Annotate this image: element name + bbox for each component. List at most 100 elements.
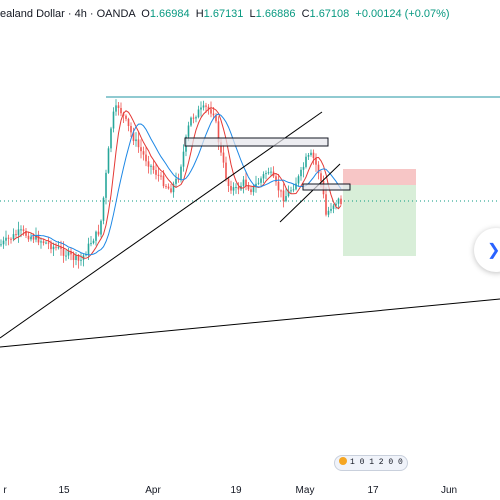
change-value: +0.00124 (+0.07%) bbox=[355, 8, 450, 20]
candle-body bbox=[7, 237, 10, 239]
candle-body bbox=[72, 254, 75, 260]
candle-body bbox=[287, 190, 290, 197]
candle-body bbox=[250, 189, 252, 193]
moving-average-slow bbox=[30, 113, 342, 256]
candle-body bbox=[332, 205, 335, 209]
candle-body bbox=[222, 152, 225, 163]
candle-body bbox=[340, 198, 342, 205]
candle-body bbox=[237, 186, 240, 190]
candle-body bbox=[192, 117, 195, 119]
candle-body bbox=[270, 171, 272, 173]
candle-body bbox=[60, 247, 62, 249]
candle-body bbox=[90, 243, 92, 245]
candle-body bbox=[57, 247, 60, 249]
candle-body bbox=[35, 235, 37, 240]
candle-body bbox=[152, 165, 155, 170]
candle-body bbox=[2, 240, 5, 245]
symbol-legend: ealand Dollar · 4h · OANDA O1.66984 H1.6… bbox=[0, 8, 450, 20]
clock-icon bbox=[339, 457, 347, 465]
candle-body bbox=[100, 220, 102, 235]
chart-canvas[interactable] bbox=[0, 0, 500, 480]
candle-body bbox=[105, 172, 107, 198]
candle-body bbox=[77, 255, 80, 261]
candle-body bbox=[150, 165, 152, 167]
candle-body bbox=[107, 148, 110, 173]
candle-body bbox=[327, 210, 330, 215]
time-axis[interactable]: r 15 Apr 19 May 17 Jun bbox=[0, 480, 500, 500]
candle-body bbox=[277, 181, 280, 191]
candle-body bbox=[290, 190, 292, 192]
candle-body bbox=[320, 173, 322, 181]
low-label: L bbox=[249, 8, 256, 20]
candle-body bbox=[300, 169, 302, 177]
candle-body bbox=[267, 172, 270, 174]
candle-body bbox=[217, 121, 220, 143]
candle-body bbox=[87, 243, 90, 255]
candle-body bbox=[247, 186, 250, 190]
candle-body bbox=[75, 255, 77, 260]
scroll-to-realtime-button[interactable]: ❯ bbox=[474, 228, 500, 272]
candle-body bbox=[182, 151, 185, 167]
candle-body bbox=[50, 243, 52, 250]
candle-body bbox=[10, 238, 12, 240]
candle-body bbox=[302, 166, 305, 170]
candle-body bbox=[255, 183, 257, 187]
candle-body bbox=[232, 187, 235, 191]
candle-body bbox=[125, 115, 127, 119]
candle-body bbox=[177, 178, 180, 180]
candle-body bbox=[305, 156, 307, 167]
candle-body bbox=[70, 251, 72, 255]
candle-body bbox=[135, 139, 137, 142]
candle-body bbox=[315, 158, 317, 165]
candle-body bbox=[132, 132, 135, 142]
candle-body bbox=[37, 235, 40, 243]
candle-body bbox=[187, 125, 190, 137]
candle-body bbox=[312, 152, 315, 159]
candle-body bbox=[262, 174, 265, 179]
candle-body bbox=[0, 244, 2, 246]
candle-body bbox=[112, 111, 115, 129]
candle-body bbox=[12, 234, 15, 240]
candle-body bbox=[242, 179, 245, 186]
candle-body bbox=[292, 189, 295, 191]
candle-body bbox=[162, 175, 165, 187]
candle-body bbox=[335, 203, 337, 206]
candle-body bbox=[110, 128, 112, 149]
chevron-right-icon: ❯ bbox=[487, 242, 500, 259]
candle-body bbox=[265, 173, 267, 175]
candle-body bbox=[317, 164, 320, 174]
candle-body bbox=[140, 147, 142, 152]
candle-body bbox=[195, 117, 197, 119]
candle-body bbox=[200, 107, 202, 110]
candle-body bbox=[65, 255, 67, 257]
candle-body bbox=[127, 118, 130, 126]
candle-body bbox=[117, 105, 120, 108]
candle-body bbox=[245, 179, 247, 187]
candle-body bbox=[227, 178, 230, 186]
candle-body bbox=[275, 176, 277, 182]
candle-body bbox=[5, 237, 7, 241]
candle-body bbox=[202, 105, 205, 108]
candle-body bbox=[145, 154, 147, 162]
candle-body bbox=[130, 125, 132, 133]
candle-body bbox=[225, 162, 227, 179]
candle-body bbox=[212, 113, 215, 116]
candle-body bbox=[235, 186, 237, 188]
entry-box bbox=[302, 183, 351, 191]
time-tick: May bbox=[295, 485, 315, 496]
candle-body bbox=[205, 105, 207, 107]
symbol-title: ealand Dollar · 4h · OANDA bbox=[0, 8, 136, 20]
candle-body bbox=[170, 188, 172, 193]
candle-body bbox=[25, 230, 27, 236]
candle-body bbox=[310, 152, 312, 156]
close-label: C bbox=[301, 8, 310, 20]
candle-body bbox=[325, 194, 327, 215]
open-value: 1.66984 bbox=[149, 8, 190, 20]
replay-badge[interactable]: 1 0 1 2 0 0 bbox=[334, 455, 408, 471]
candle-body bbox=[180, 166, 182, 179]
candle-body bbox=[175, 178, 177, 184]
candle-body bbox=[165, 186, 167, 188]
time-tick: 19 bbox=[230, 485, 242, 496]
trend-line-short bbox=[279, 163, 341, 223]
